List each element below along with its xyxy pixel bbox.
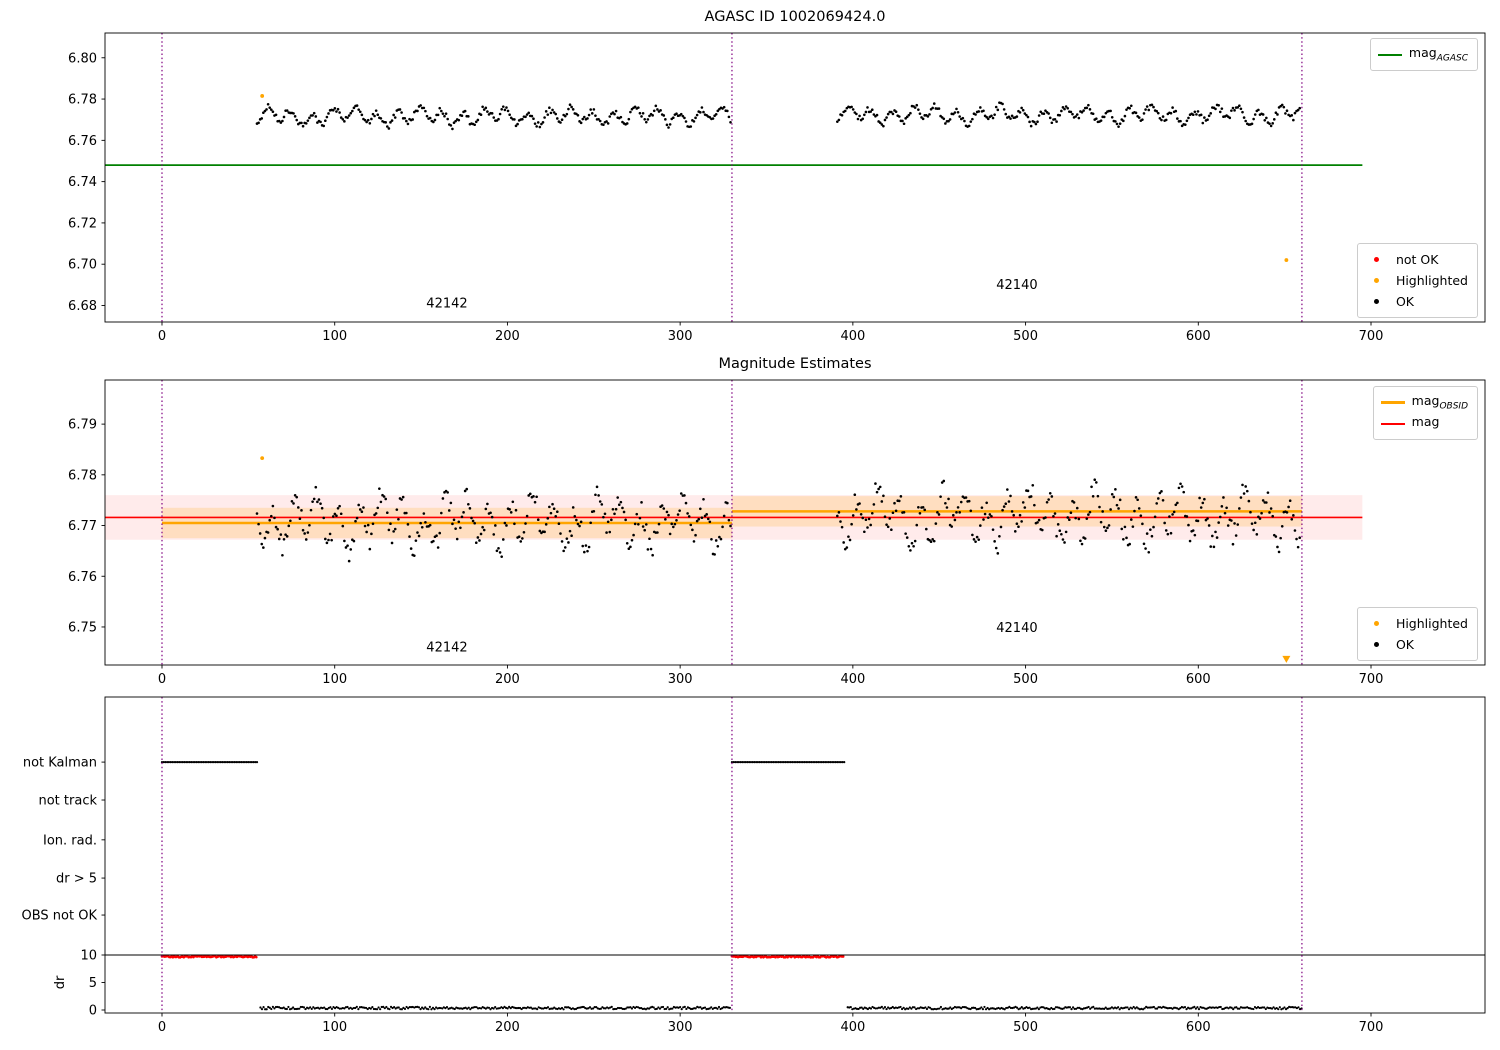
svg-text:0: 0 (158, 1020, 166, 1035)
svg-text:42140: 42140 (996, 621, 1037, 636)
legend-item-highlighted: Highlighted (1365, 270, 1468, 291)
svg-text:6.80: 6.80 (68, 51, 97, 66)
legend-item-ok: OK (1365, 634, 1468, 655)
svg-text:6.78: 6.78 (68, 468, 97, 483)
svg-text:42142: 42142 (426, 640, 467, 655)
dot-swatch-icon (1365, 278, 1389, 283)
svg-text:dr: dr (53, 975, 68, 989)
legend-item-mag-agasc: magAGASC (1377, 44, 1468, 65)
legend-label-highlighted: Highlighted (1395, 616, 1468, 631)
svg-text:200: 200 (495, 672, 520, 687)
legend-label-not-ok: not OK (1395, 252, 1439, 267)
svg-text:300: 300 (668, 672, 693, 687)
svg-text:6.76: 6.76 (68, 134, 97, 149)
svg-text:700: 700 (1359, 672, 1384, 687)
svg-text:6.77: 6.77 (68, 519, 97, 534)
legend-label-ok: OK (1395, 294, 1414, 309)
svg-text:500: 500 (1013, 329, 1038, 344)
svg-text:6.68: 6.68 (68, 299, 97, 314)
svg-text:400: 400 (840, 672, 865, 687)
svg-text:6.74: 6.74 (68, 175, 97, 190)
svg-text:10: 10 (80, 949, 97, 964)
svg-text:700: 700 (1359, 329, 1384, 344)
line-swatch-icon (1380, 401, 1405, 404)
svg-text:400: 400 (840, 1020, 865, 1035)
legend-chart1-bottom: not OK Highlighted OK (1356, 243, 1478, 318)
svg-text:6.76: 6.76 (68, 570, 97, 585)
svg-text:Ion. rad.: Ion. rad. (43, 833, 97, 848)
legend-label-mag-agasc: magAGASC (1408, 45, 1468, 64)
legend-label-mag: mag (1411, 414, 1440, 430)
svg-text:not Kalman: not Kalman (23, 756, 97, 771)
svg-text:300: 300 (668, 1020, 693, 1035)
svg-text:6.70: 6.70 (68, 258, 97, 273)
svg-text:42140: 42140 (996, 278, 1037, 293)
svg-text:dr > 5: dr > 5 (56, 872, 97, 887)
svg-text:700: 700 (1359, 1020, 1384, 1035)
svg-text:200: 200 (495, 1020, 520, 1035)
svg-text:300: 300 (668, 329, 693, 344)
svg-text:100: 100 (322, 329, 347, 344)
svg-text:not track: not track (38, 794, 97, 809)
svg-text:6.78: 6.78 (68, 93, 97, 108)
svg-text:0: 0 (158, 329, 166, 344)
svg-text:100: 100 (322, 672, 347, 687)
line-swatch-icon (1377, 53, 1402, 56)
dot-swatch-icon (1365, 621, 1389, 626)
svg-text:500: 500 (1013, 1020, 1038, 1035)
legend-chart2-bottom: Highlighted OK (1356, 607, 1478, 661)
svg-text:6.72: 6.72 (68, 216, 97, 231)
svg-text:6.75: 6.75 (68, 620, 97, 635)
svg-text:600: 600 (1186, 672, 1211, 687)
legend-item-not-ok: not OK (1365, 249, 1468, 270)
svg-text:5: 5 (89, 976, 97, 991)
svg-text:600: 600 (1186, 1020, 1211, 1035)
dot-swatch-icon (1365, 299, 1389, 304)
svg-text:42142: 42142 (426, 297, 467, 312)
legend-chart1-top: magAGASC (1369, 38, 1478, 71)
line-swatch-icon (1380, 422, 1405, 425)
dot-swatch-icon (1365, 257, 1389, 262)
svg-text:600: 600 (1186, 329, 1211, 344)
dot-swatch-icon (1365, 642, 1389, 647)
svg-text:OBS not OK: OBS not OK (22, 909, 98, 924)
chart2-title: Magnitude Estimates (718, 356, 872, 372)
svg-text:0: 0 (158, 672, 166, 687)
svg-text:500: 500 (1013, 672, 1038, 687)
legend-item-highlighted: Highlighted (1365, 613, 1468, 634)
svg-text:6.79: 6.79 (68, 418, 97, 433)
legend-item-mag-obsid: magOBSID (1380, 392, 1468, 413)
svg-text:0: 0 (89, 1004, 97, 1019)
chart1-title: AGASC ID 1002069424.0 (704, 9, 886, 25)
legend-item-ok: OK (1365, 291, 1468, 312)
legend-item-mag: mag (1380, 413, 1468, 434)
legend-label-ok: OK (1395, 637, 1414, 652)
legend-label-mag-obsid: magOBSID (1411, 393, 1468, 412)
legend-chart2-top: magOBSID mag (1372, 386, 1478, 440)
svg-text:200: 200 (495, 329, 520, 344)
svg-text:400: 400 (840, 329, 865, 344)
svg-text:100: 100 (322, 1020, 347, 1035)
legend-label-highlighted: Highlighted (1395, 273, 1468, 288)
